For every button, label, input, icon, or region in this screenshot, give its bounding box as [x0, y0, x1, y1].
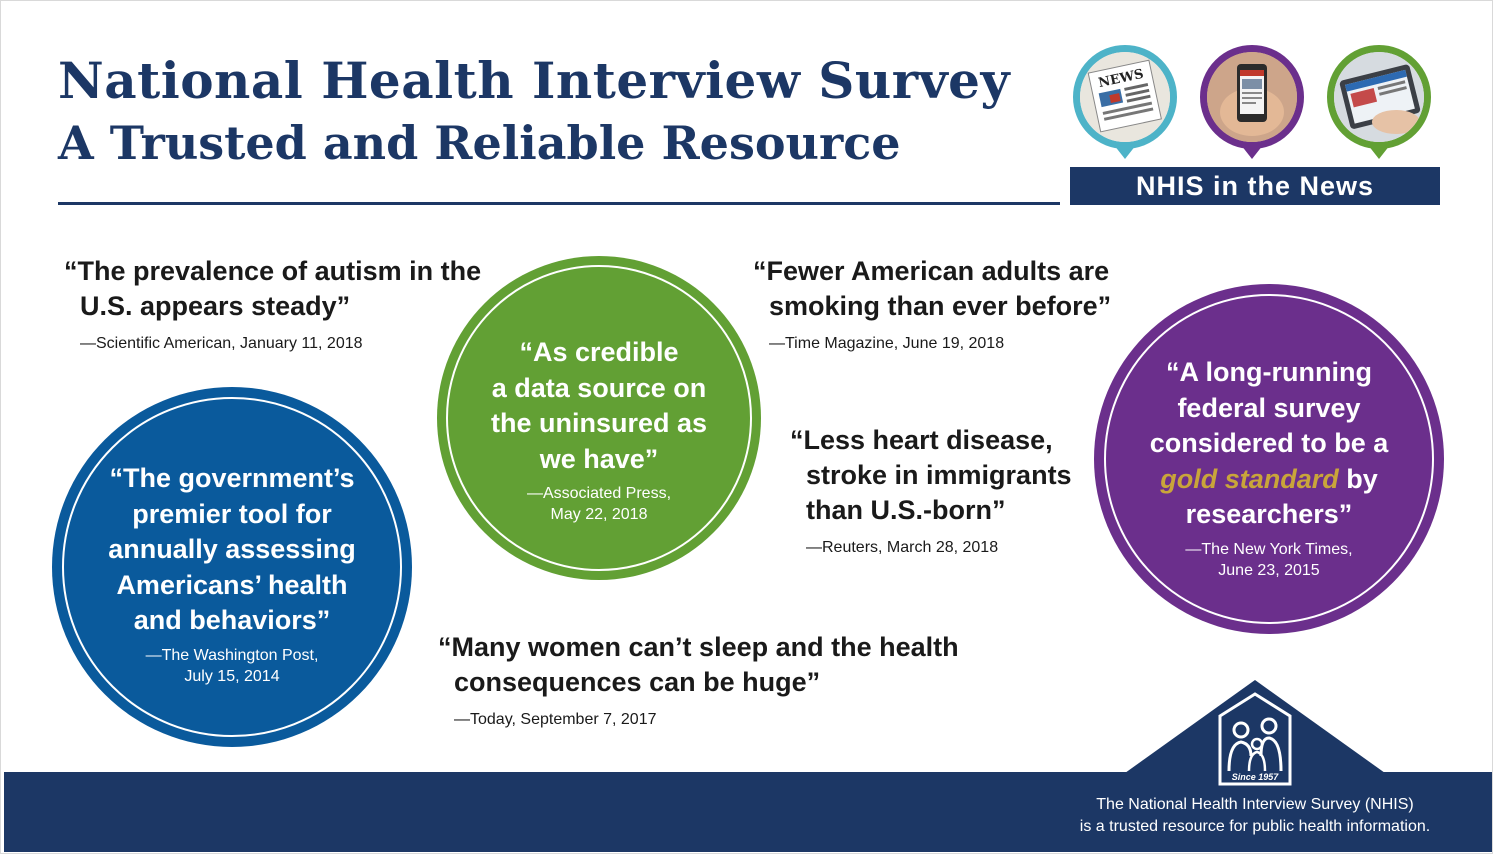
tablet-news-icon: [1327, 45, 1431, 149]
footer-line: The National Health Interview Survey (NH…: [1096, 796, 1414, 813]
circle-quote-text: “The government’s premier tool for annua…: [52, 461, 412, 687]
quote-source: —Scientific American, January 11, 2018: [80, 335, 363, 352]
circle-quote-text: “As credible a data source on the uninsu…: [437, 335, 761, 525]
quote-sleep: “Many women can’t sleep and the health c…: [438, 630, 959, 731]
quote-heart-disease: “Less heart disease, stroke in immigrant…: [790, 423, 1072, 559]
gold-standard-highlight: gold standard: [1160, 463, 1339, 494]
quote-line: “A long-running: [1166, 357, 1372, 387]
circle-ring: [62, 397, 402, 737]
quote-line: federal survey: [1177, 392, 1361, 423]
quote-source-line: June 23, 2015: [1218, 561, 1320, 579]
quote-line: considered to be a: [1149, 428, 1389, 458]
newspaper-pin-tail: [1114, 145, 1136, 159]
quote-source: —Associated Press, May 22, 2018: [437, 483, 761, 525]
newspaper-icon: NEWS: [1073, 45, 1177, 149]
quote-line: researchers”: [1185, 499, 1353, 529]
quote-autism: “The prevalence of autism in the U.S. ap…: [64, 254, 481, 355]
quote-text: “Less heart disease,: [790, 425, 1053, 455]
quote-source-line: July 15, 2014: [184, 667, 280, 685]
quote-line: annually assessing: [108, 534, 356, 564]
quote-text: than U.S.-born”: [806, 495, 1006, 525]
quote-source-line: —Associated Press,: [526, 485, 672, 502]
quote-line: premier tool for: [132, 498, 332, 529]
circle-ring: [1104, 294, 1434, 624]
quote-line: “As credible: [519, 337, 679, 367]
news-banner: NHIS in the News: [1070, 167, 1440, 205]
quote-line: Americans’ health: [116, 569, 348, 600]
quote-text: stroke in immigrants: [806, 460, 1072, 490]
title-divider: [58, 202, 1060, 205]
logo-caption: Since 1957: [1232, 772, 1280, 782]
quote-text: “Fewer American adults are: [753, 256, 1110, 286]
quote-source: —The Washington Post, July 15, 2014: [52, 645, 412, 687]
quote-source-line: —The Washington Post,: [145, 646, 319, 664]
quote-source-line: —The New York Times,: [1185, 540, 1353, 558]
quote-circle-washington-post: “The government’s premier tool for annua…: [52, 387, 412, 747]
quote-source: —Time Magazine, June 19, 2018: [769, 335, 1005, 352]
page-subtitle: A Trusted and Reliable Resource: [58, 116, 901, 170]
quote-source-line: May 22, 2018: [550, 506, 648, 523]
quote-text: smoking than ever before”: [769, 291, 1112, 321]
quote-line: gold standard by: [1094, 462, 1444, 498]
quote-circle-new-york-times: “A long-running federal survey considere…: [1094, 284, 1444, 634]
quote-text: “The prevalence of autism in the: [64, 256, 482, 286]
page-title: National Health Interview Survey: [58, 51, 1011, 110]
quote-source: —Today, September 7, 2017: [454, 711, 657, 728]
quote-line-rest: by: [1338, 463, 1378, 494]
quote-circle-associated-press: “As credible a data source on the uninsu…: [437, 256, 761, 580]
quote-line: a data source on: [491, 372, 707, 403]
smartphone-pin-tail: [1241, 145, 1263, 159]
footer-line: is a trusted resource for public health …: [1079, 818, 1431, 835]
quote-line: and behaviors”: [133, 605, 331, 635]
quote-text: consequences can be huge”: [454, 667, 821, 697]
quote-line: we have”: [539, 443, 659, 474]
quote-smoking: “Fewer American adults are smoking than …: [753, 254, 1111, 355]
nhis-house-logo: Since 1957: [1125, 680, 1385, 786]
quote-line: the uninsured as: [490, 408, 708, 438]
quote-source: —The New York Times, June 23, 2015: [1094, 539, 1444, 581]
quote-line: “The government’s: [109, 463, 355, 493]
footer-text: The National Health Interview Survey (NH…: [1065, 794, 1445, 838]
circle-quote-text: “A long-running federal survey considere…: [1094, 355, 1444, 581]
quote-text: U.S. appears steady”: [80, 291, 351, 321]
tablet-pin-tail: [1368, 145, 1390, 159]
circle-ring: [446, 265, 752, 571]
quote-text: “Many women can’t sleep and the health: [438, 632, 959, 662]
quote-source: —Reuters, March 28, 2018: [806, 539, 999, 556]
smartphone-news-icon: [1200, 45, 1304, 149]
